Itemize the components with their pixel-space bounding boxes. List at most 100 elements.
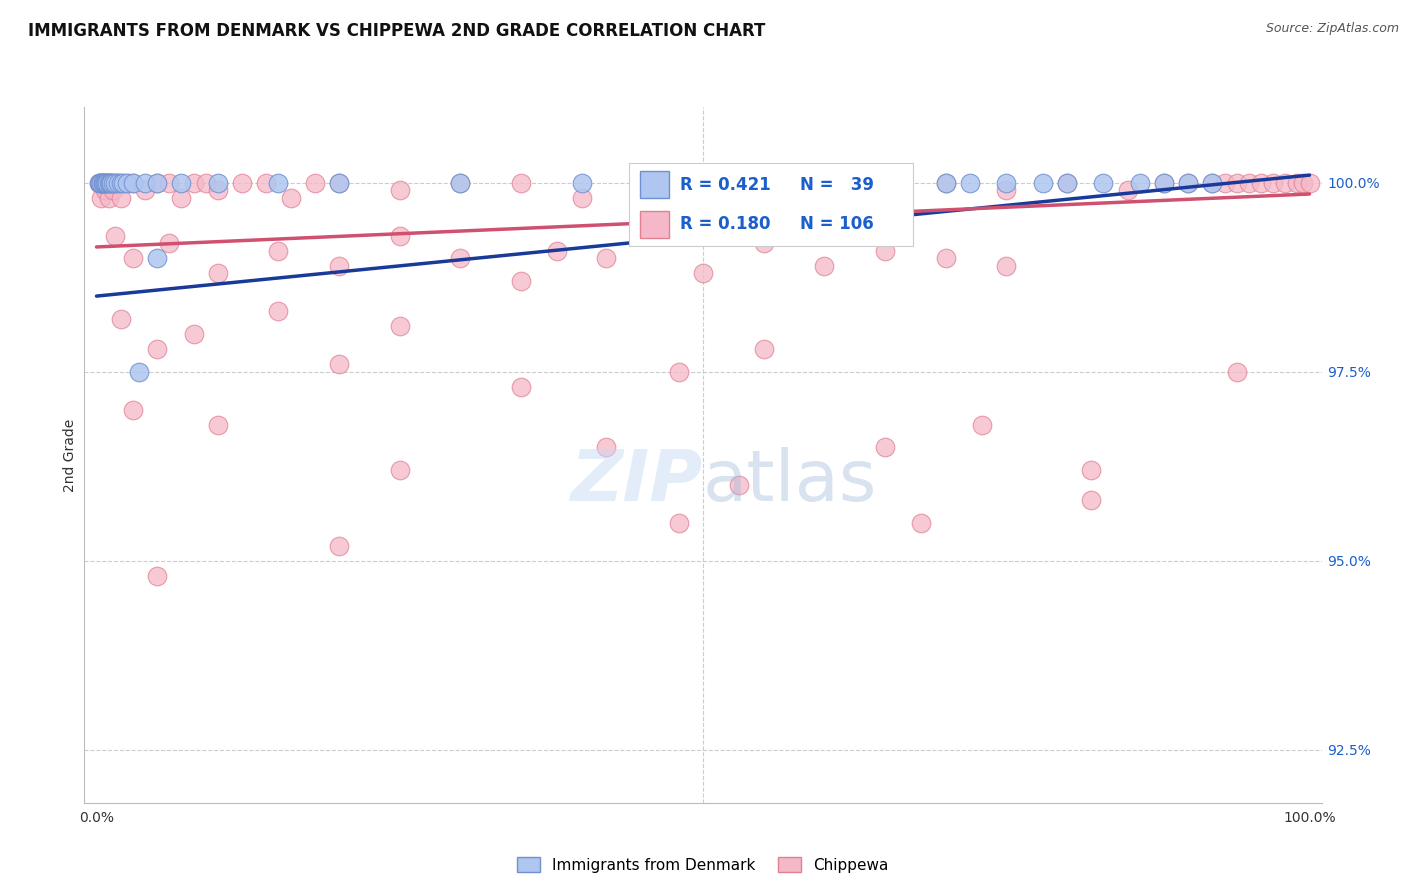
- Point: [873, 176, 896, 190]
- Point: [183, 176, 205, 190]
- Point: [595, 441, 617, 455]
- Point: [668, 516, 690, 530]
- Point: [122, 176, 145, 190]
- Point: [1213, 176, 1236, 190]
- Point: [280, 191, 302, 205]
- Point: [328, 357, 350, 371]
- FancyBboxPatch shape: [640, 211, 669, 238]
- Point: [170, 191, 193, 205]
- Point: [110, 176, 132, 190]
- Point: [1080, 463, 1102, 477]
- FancyBboxPatch shape: [640, 171, 669, 198]
- Point: [157, 176, 180, 190]
- Point: [98, 176, 121, 190]
- Point: [96, 176, 118, 190]
- Point: [1129, 176, 1152, 190]
- Point: [1092, 176, 1115, 190]
- Point: [692, 267, 714, 281]
- Point: [1201, 176, 1223, 190]
- Point: [97, 176, 120, 190]
- Point: [97, 191, 120, 205]
- Point: [112, 176, 135, 190]
- Text: R = 0.180: R = 0.180: [681, 215, 770, 233]
- Point: [267, 176, 290, 190]
- Point: [595, 252, 617, 266]
- Point: [873, 441, 896, 455]
- Point: [692, 176, 714, 190]
- Point: [170, 176, 193, 190]
- Point: [146, 252, 169, 266]
- Point: [146, 342, 169, 356]
- Text: IMMIGRANTS FROM DENMARK VS CHIPPEWA 2ND GRADE CORRELATION CHART: IMMIGRANTS FROM DENMARK VS CHIPPEWA 2ND …: [28, 22, 765, 40]
- Point: [1153, 176, 1175, 190]
- Point: [207, 267, 229, 281]
- Point: [122, 402, 145, 417]
- Point: [752, 342, 775, 356]
- Point: [668, 365, 690, 379]
- Point: [1032, 176, 1054, 190]
- Point: [194, 176, 217, 190]
- Point: [995, 183, 1018, 197]
- Point: [1080, 493, 1102, 508]
- Point: [104, 176, 127, 190]
- Point: [1056, 176, 1078, 190]
- Point: [115, 176, 138, 190]
- Point: [631, 176, 654, 190]
- Point: [449, 252, 471, 266]
- Point: [995, 259, 1018, 273]
- Point: [207, 176, 229, 190]
- Point: [328, 176, 350, 190]
- Point: [328, 176, 350, 190]
- Point: [110, 191, 132, 205]
- Point: [571, 191, 593, 205]
- Point: [146, 569, 169, 583]
- Point: [328, 539, 350, 553]
- Point: [1250, 176, 1272, 190]
- Point: [1226, 176, 1249, 190]
- Point: [96, 176, 118, 190]
- Text: N = 106: N = 106: [800, 215, 873, 233]
- Point: [1261, 176, 1284, 190]
- Point: [183, 326, 205, 341]
- Text: N =   39: N = 39: [800, 177, 873, 194]
- Point: [935, 176, 957, 190]
- Point: [110, 311, 132, 326]
- Point: [571, 176, 593, 190]
- Point: [87, 176, 110, 190]
- Point: [134, 183, 156, 197]
- Point: [388, 463, 411, 477]
- Point: [100, 176, 122, 190]
- Point: [1298, 176, 1320, 190]
- Point: [91, 176, 114, 190]
- Point: [328, 259, 350, 273]
- Point: [752, 236, 775, 251]
- Point: [546, 244, 568, 258]
- Point: [207, 417, 229, 432]
- Point: [94, 176, 117, 190]
- Point: [752, 183, 775, 197]
- Point: [959, 176, 981, 190]
- Point: [104, 228, 127, 243]
- Point: [510, 380, 533, 394]
- Point: [1177, 176, 1199, 190]
- Point: [100, 176, 122, 190]
- Point: [873, 244, 896, 258]
- Point: [1153, 176, 1175, 190]
- Point: [103, 183, 125, 197]
- Point: [157, 236, 180, 251]
- Point: [304, 176, 326, 190]
- Point: [207, 183, 229, 197]
- Point: [107, 176, 129, 190]
- Point: [752, 176, 775, 190]
- Point: [388, 183, 411, 197]
- Point: [128, 365, 150, 379]
- Point: [1056, 176, 1078, 190]
- Point: [1286, 176, 1309, 190]
- Point: [91, 176, 114, 190]
- Point: [510, 176, 533, 190]
- Text: ZIP: ZIP: [571, 447, 703, 516]
- Point: [90, 191, 112, 205]
- Legend: Immigrants from Denmark, Chippewa: Immigrants from Denmark, Chippewa: [510, 850, 896, 879]
- Text: atlas: atlas: [703, 447, 877, 516]
- Point: [935, 176, 957, 190]
